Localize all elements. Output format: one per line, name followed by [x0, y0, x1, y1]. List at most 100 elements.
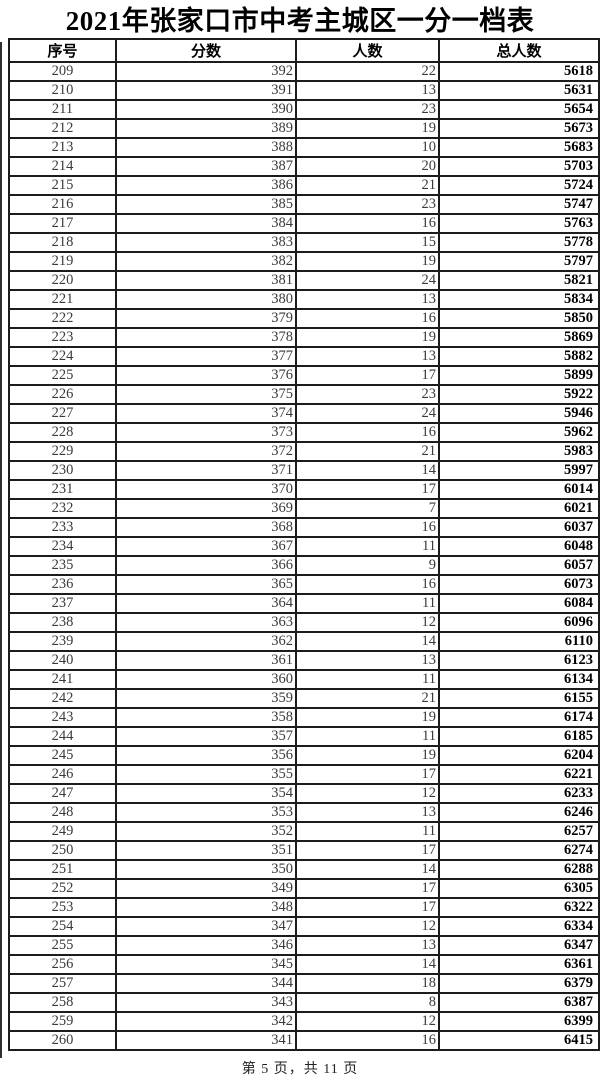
table-row: 236 365 16 6073	[8, 574, 600, 595]
cell-score: 384	[115, 213, 297, 234]
table-row: 249 352 11 6257	[8, 821, 600, 842]
cell-total: 5869	[438, 327, 600, 348]
cell-score: 342	[115, 1011, 297, 1032]
cell-count: 12	[295, 783, 440, 804]
cell-count: 17	[295, 897, 440, 918]
cell-total: 6233	[438, 783, 600, 804]
cell-count: 21	[295, 441, 440, 462]
cell-count: 16	[295, 574, 440, 595]
cell-total: 6387	[438, 992, 600, 1013]
table-row: 228 373 16 5962	[8, 422, 600, 443]
cell-total: 6174	[438, 707, 600, 728]
table-row: 250 351 17 6274	[8, 840, 600, 861]
cell-score: 360	[115, 669, 297, 690]
cell-score: 388	[115, 137, 297, 158]
cell-total: 5703	[438, 156, 600, 177]
cell-serial: 247	[8, 783, 117, 804]
cell-score: 391	[115, 80, 297, 101]
cell-count: 15	[295, 232, 440, 253]
cell-total: 5724	[438, 175, 600, 196]
cell-score: 358	[115, 707, 297, 728]
cell-serial: 243	[8, 707, 117, 728]
cell-total: 6021	[438, 498, 600, 519]
cell-serial: 222	[8, 308, 117, 329]
table-row: 256 345 14 6361	[8, 954, 600, 975]
score-distribution-table: 序号 分数 人数 总人数 209 392 22 5618 210 391 13 5631 211…	[8, 38, 600, 1051]
cell-serial: 215	[8, 175, 117, 196]
cell-total: 6084	[438, 593, 600, 614]
cell-total: 5778	[438, 232, 600, 253]
cell-score: 377	[115, 346, 297, 367]
cell-count: 14	[295, 954, 440, 975]
cell-total: 6073	[438, 574, 600, 595]
cell-serial: 225	[8, 365, 117, 386]
table-row: 233 368 16 6037	[8, 517, 600, 538]
cell-score: 368	[115, 517, 297, 538]
cell-score: 344	[115, 973, 297, 994]
cell-count: 17	[295, 878, 440, 899]
cell-score: 364	[115, 593, 297, 614]
cell-count: 12	[295, 1011, 440, 1032]
cell-serial: 212	[8, 118, 117, 139]
cell-serial: 241	[8, 669, 117, 690]
cell-serial: 258	[8, 992, 117, 1013]
cell-total: 6257	[438, 821, 600, 842]
table-header: 序号 分数 人数 总人数	[8, 38, 600, 63]
table-row: 259 342 12 6399	[8, 1011, 600, 1032]
cell-score: 374	[115, 403, 297, 424]
table-row: 212 389 19 5673	[8, 118, 600, 139]
cell-score: 379	[115, 308, 297, 329]
cell-total: 6037	[438, 517, 600, 538]
cell-total: 5997	[438, 460, 600, 481]
cell-score: 386	[115, 175, 297, 196]
cell-serial: 221	[8, 289, 117, 310]
cell-total: 5673	[438, 118, 600, 139]
cell-total: 6155	[438, 688, 600, 709]
cell-score: 373	[115, 422, 297, 443]
table-row: 235 366 9 6057	[8, 555, 600, 576]
table-row: 254 347 12 6334	[8, 916, 600, 937]
cell-total: 6274	[438, 840, 600, 861]
cell-count: 8	[295, 992, 440, 1013]
cell-serial: 250	[8, 840, 117, 861]
cell-serial: 240	[8, 650, 117, 671]
cell-count: 11	[295, 669, 440, 690]
cell-total: 5631	[438, 80, 600, 101]
table-row: 224 377 13 5882	[8, 346, 600, 367]
cell-count: 21	[295, 688, 440, 709]
cell-score: 346	[115, 935, 297, 956]
cell-count: 12	[295, 916, 440, 937]
cell-count: 14	[295, 460, 440, 481]
cell-count: 16	[295, 1030, 440, 1051]
cell-serial: 233	[8, 517, 117, 538]
cell-serial: 255	[8, 935, 117, 956]
cell-total: 5946	[438, 403, 600, 424]
cell-serial: 224	[8, 346, 117, 367]
cell-score: 381	[115, 270, 297, 291]
cell-serial: 236	[8, 574, 117, 595]
table-row: 255 346 13 6347	[8, 935, 600, 956]
cell-score: 392	[115, 61, 297, 82]
cell-count: 11	[295, 593, 440, 614]
col-header-count: 人数	[295, 38, 440, 63]
cell-score: 362	[115, 631, 297, 652]
table-row: 220 381 24 5821	[8, 270, 600, 291]
cell-total: 6322	[438, 897, 600, 918]
cell-serial: 260	[8, 1030, 117, 1051]
cell-score: 370	[115, 479, 297, 500]
cell-total: 5882	[438, 346, 600, 367]
cell-total: 5922	[438, 384, 600, 405]
cell-score: 367	[115, 536, 297, 557]
table-row: 260 341 16 6415	[8, 1030, 600, 1051]
cell-count: 11	[295, 726, 440, 747]
cell-total: 5797	[438, 251, 600, 272]
table-row: 231 370 17 6014	[8, 479, 600, 500]
cell-serial: 253	[8, 897, 117, 918]
cell-serial: 254	[8, 916, 117, 937]
cell-serial: 249	[8, 821, 117, 842]
cell-serial: 223	[8, 327, 117, 348]
cell-serial: 248	[8, 802, 117, 823]
cell-score: 351	[115, 840, 297, 861]
cell-count: 19	[295, 251, 440, 272]
table-row: 216 385 23 5747	[8, 194, 600, 215]
